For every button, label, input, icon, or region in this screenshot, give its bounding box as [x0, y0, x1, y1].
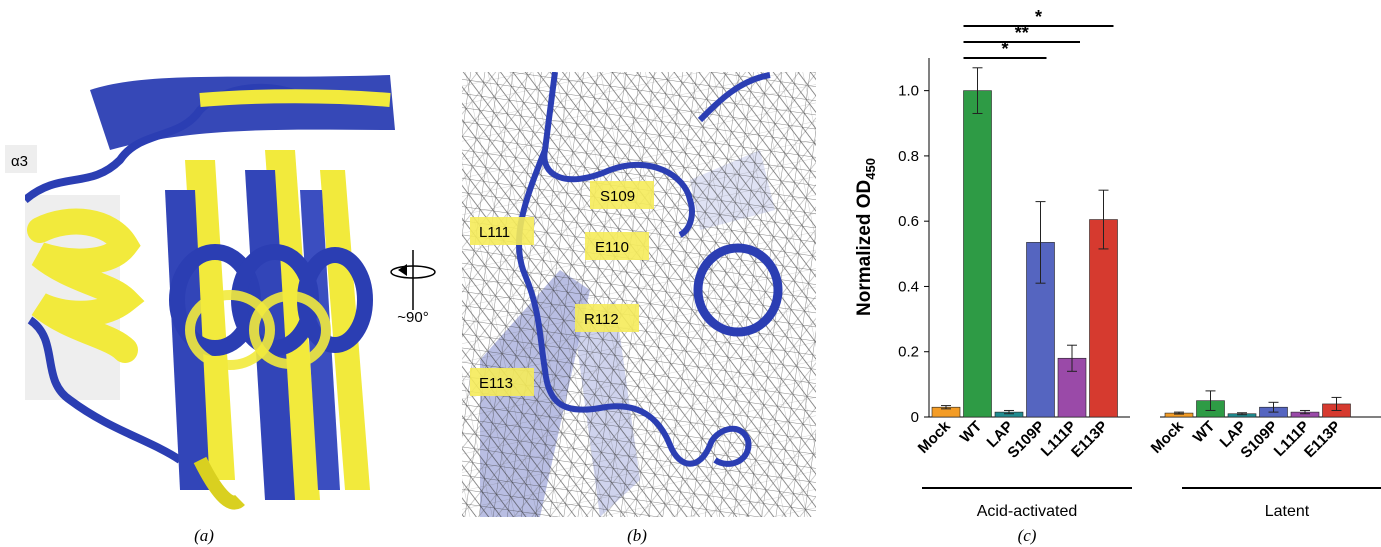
- significance-bars: ****: [963, 7, 1114, 59]
- panel-a-structure-overlay: α3 (a): [5, 75, 395, 545]
- density-mesh-secondary: [462, 72, 816, 517]
- rotation-arrow-icon: [390, 265, 436, 279]
- group-label: Acid-activated: [977, 503, 1078, 520]
- blue-loop-bottom: [27, 316, 183, 464]
- significance-marker: *: [1035, 7, 1042, 27]
- label-bg-r112: [575, 304, 639, 332]
- bar-wt-acid: [963, 90, 992, 418]
- bar-e113p-acid: [1089, 219, 1118, 418]
- x-tick-label: E113P: [1068, 418, 1111, 461]
- backbone-top-loop: [541, 72, 695, 238]
- chart-axes: 0 0.2 0.4 0.6 0.8 1.0 Normalized OD450: [854, 58, 1381, 426]
- y-axis-label-subscript: 450: [863, 158, 878, 180]
- chart-bars: [931, 67, 1351, 418]
- rotation-label: ~90°: [397, 309, 428, 326]
- y-axis-label: Normalized OD450: [854, 158, 878, 316]
- y-tick-label: 0: [911, 409, 919, 426]
- rotation-indicator: ~90°: [390, 250, 436, 326]
- y-tick-label: 0.2: [898, 344, 919, 361]
- x-tick-label: Mock: [1148, 417, 1188, 457]
- backbone-main-chain: [515, 148, 752, 467]
- yellow-helix-alpha3: [27, 208, 145, 363]
- panel-b-density-map: S109 L111 E110 R112 E113 (b): [462, 72, 816, 545]
- x-tick-label: Mock: [915, 417, 955, 457]
- x-tick-label: WT: [1190, 418, 1219, 447]
- yellow-helix-coil-2: [249, 291, 331, 369]
- caption-c: (c): [1018, 526, 1037, 545]
- caption-b: (b): [627, 526, 647, 545]
- label-bg-s109: [590, 181, 654, 209]
- rotation-arrowhead-icon: [398, 264, 407, 276]
- residue-label-e110: E110: [595, 239, 629, 256]
- y-tick-label: 0.4: [898, 278, 919, 295]
- residue-label-r112: R112: [584, 311, 619, 328]
- blue-top-bundle: [90, 75, 395, 150]
- y-tick-label: 0.8: [898, 148, 919, 165]
- backbone-helix-ring: [693, 243, 783, 337]
- residue-label-l111: L111: [479, 224, 510, 241]
- x-tick-label: E113P: [1301, 418, 1344, 461]
- residue-label-e113: E113: [479, 375, 513, 392]
- yellow-helix-coil-1: [185, 290, 275, 370]
- y-tick-label: 0.6: [898, 213, 919, 230]
- alpha3-label: α3: [11, 153, 28, 170]
- significance-marker: **: [1015, 23, 1029, 43]
- y-tick-label: 1.0: [898, 83, 919, 100]
- alpha3-label-bg: [5, 145, 37, 173]
- yellow-bottom-turn: [193, 456, 245, 510]
- yellow-top-strand: [199, 89, 391, 107]
- caption-a: (a): [194, 526, 214, 545]
- x-tick-label: WT: [957, 418, 986, 447]
- label-bg-l111: [470, 217, 534, 245]
- significance-marker: *: [1001, 39, 1008, 59]
- label-bg-e110: [585, 232, 649, 260]
- group-label: Latent: [1265, 503, 1310, 520]
- label-bg-e113: [470, 368, 534, 396]
- chart-labels: Mock WTLAPS109PL111PE113PAcid-activatedMo…: [915, 417, 1381, 520]
- residue-label-s109: S109: [600, 188, 635, 205]
- backbone-top-right: [697, 72, 771, 123]
